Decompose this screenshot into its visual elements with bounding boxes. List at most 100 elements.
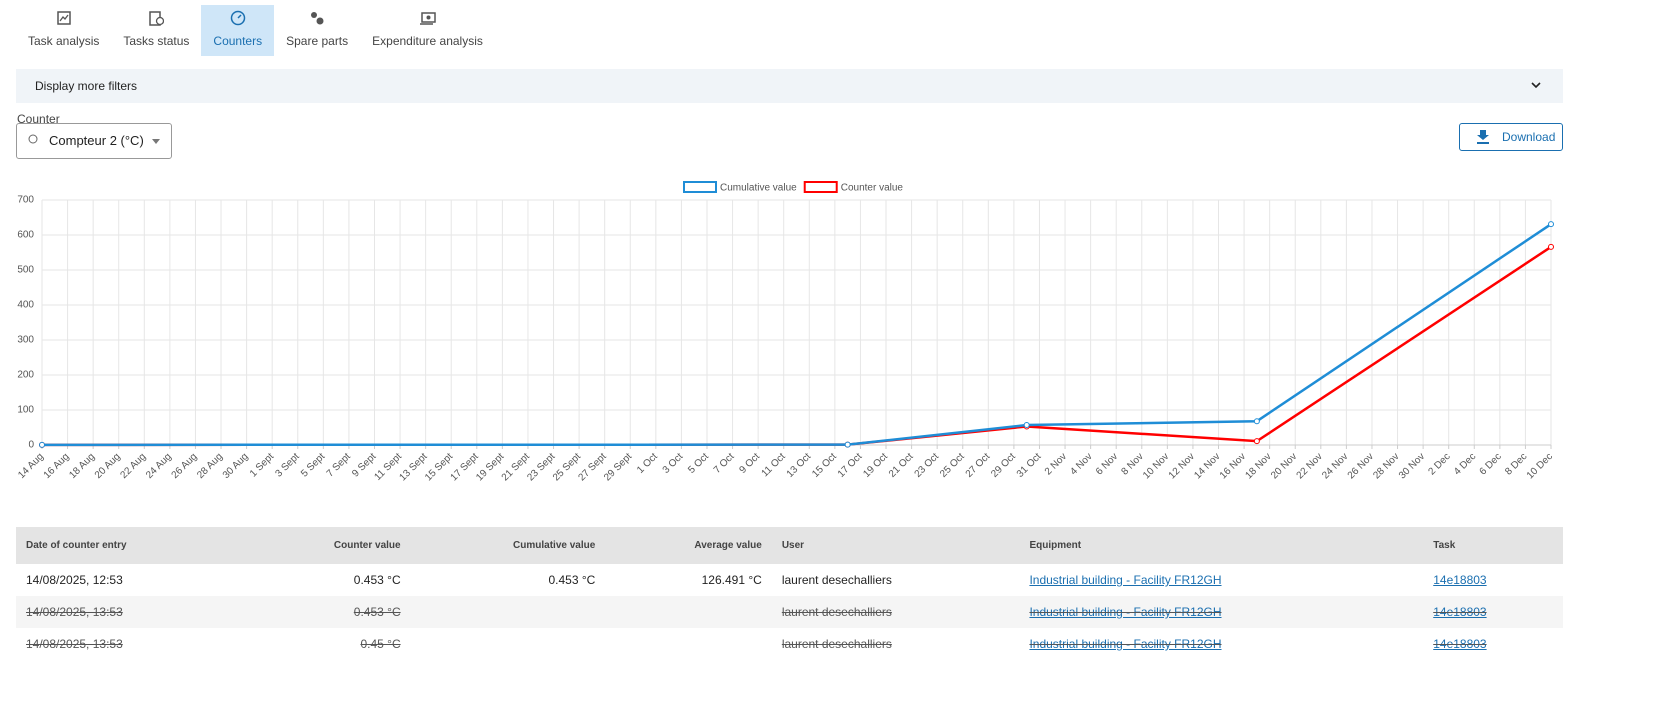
- x-tick-label: 19 Oct: [861, 451, 890, 480]
- link[interactable]: 14e18803: [1433, 605, 1487, 619]
- x-tick-label: 18 Nov: [1243, 451, 1273, 481]
- filters-bar[interactable]: Display more filters: [16, 69, 1563, 103]
- x-tick-label: 30 Nov: [1397, 451, 1427, 481]
- x-tick-label: 31 Oct: [1015, 451, 1044, 480]
- x-tick-label: 6 Dec: [1478, 451, 1504, 477]
- x-tick-label: 25 Oct: [938, 451, 967, 480]
- download-label: Download: [1502, 130, 1556, 144]
- x-tick-label: 10 Dec: [1525, 451, 1555, 481]
- tab[interactable]: Spare parts: [274, 5, 360, 56]
- x-tick-label: 20 Nov: [1269, 451, 1299, 481]
- table-cell: 14e18803: [1423, 628, 1563, 660]
- x-tick-label: 14 Aug: [16, 451, 46, 481]
- icon: [28, 134, 38, 144]
- x-tick-label: 16 Nov: [1218, 451, 1248, 481]
- y-tick-label: 300: [17, 335, 34, 346]
- table-cell: laurent desechalliers: [771, 596, 1020, 628]
- table-cell: 0.453 °C: [245, 596, 411, 628]
- x-tick-label: 5 Oct: [686, 451, 711, 476]
- x-tick-label: 18 Aug: [67, 451, 97, 481]
- download-button[interactable]: Download: [1459, 123, 1563, 151]
- x-tick-label: 3 Oct: [661, 451, 686, 476]
- link[interactable]: Industrial building - Facility FR12GH: [1029, 573, 1222, 587]
- caret: [152, 139, 160, 144]
- x-tick-label: 30 Aug: [221, 451, 251, 481]
- y-tick-label: 400: [17, 300, 34, 311]
- filters-label: Display more filters: [35, 79, 138, 93]
- x-tick-label: 3 Sept: [274, 451, 302, 479]
- tab[interactable]: Counters: [201, 5, 275, 56]
- point: [1548, 221, 1554, 228]
- x-tick-label: 24 Nov: [1320, 451, 1350, 481]
- chevron: [1531, 82, 1541, 89]
- counter-select[interactable]: Compteur 2 (°C): [16, 123, 172, 159]
- x-tick-label: 26 Nov: [1346, 451, 1376, 481]
- x-tick-label: 12 Nov: [1167, 451, 1197, 481]
- icon: [230, 10, 245, 26]
- tabs: Task analysis Tasks status Counters Spar…: [16, 5, 495, 56]
- x-tick-label: 6 Nov: [1094, 451, 1120, 477]
- table-cell: 14/08/2025, 12:53: [26, 573, 123, 587]
- point: [844, 441, 851, 448]
- tab[interactable]: Expenditure analysis: [360, 5, 495, 56]
- x-tick-label: 23 Oct: [913, 451, 942, 480]
- y-tick-label: 700: [17, 195, 34, 206]
- column-header: Date of counter entry: [16, 527, 246, 564]
- series-line: [41, 223, 1552, 447]
- y-tick-label: 500: [17, 265, 34, 276]
- x-tick-label: 2 Dec: [1426, 451, 1452, 477]
- x-tick-label: 16 Aug: [42, 451, 72, 481]
- tab[interactable]: Tasks status: [111, 5, 201, 56]
- x-tick-label: 11 Oct: [760, 451, 788, 479]
- x-tick-label: 27 Oct: [964, 451, 993, 480]
- link[interactable]: Industrial building - Facility FR12GH: [1029, 637, 1222, 651]
- x-tick-label: 22 Aug: [118, 451, 148, 481]
- x-tick-label: 10 Nov: [1141, 451, 1171, 481]
- tab[interactable]: Task analysis: [16, 5, 111, 56]
- x-tick-label: 24 Aug: [144, 451, 174, 481]
- x-tick-label: 15 Oct: [810, 451, 839, 480]
- table-cell: laurent desechalliers: [781, 637, 892, 651]
- y-tick-label: 200: [17, 370, 34, 381]
- column-header: Task: [1423, 527, 1563, 564]
- link[interactable]: 14e18803: [1433, 637, 1487, 651]
- y-tick-label: 600: [17, 230, 34, 241]
- x-tick-label: 26 Aug: [170, 451, 200, 481]
- table-cell: 14e18803: [1423, 596, 1563, 628]
- legend-label: Counter value: [841, 183, 904, 194]
- icon: [56, 11, 71, 25]
- x-tick-label: 1 Sept: [248, 451, 276, 479]
- x-tick-label: 7 Sept: [325, 451, 353, 479]
- series-line: [41, 245, 1552, 447]
- table-cell: 14/08/2025, 13:53: [16, 596, 246, 628]
- icon: [419, 12, 436, 25]
- column-header: Counter value: [245, 527, 411, 564]
- x-tick-label: 29 Oct: [989, 451, 1018, 480]
- column-header: Average value: [605, 527, 772, 564]
- table-cell: 126.491 °C: [701, 573, 762, 587]
- point: [1253, 438, 1260, 445]
- table-row: 14/08/2025, 12:53 0.453 °C 0.453 °C 126.491…: [16, 564, 1563, 596]
- link[interactable]: 14e18803: [1433, 573, 1487, 587]
- table-cell: Industrial building - Facility FR12GH: [1019, 628, 1423, 660]
- x-tick-label: 20 Aug: [93, 451, 123, 481]
- x-tick-label: 13 Oct: [785, 451, 814, 480]
- icon: [149, 11, 165, 26]
- table-row: 14/08/2025, 13:53 0.45 °C laurent desechal…: [16, 628, 1563, 660]
- entries-table: Date of counter entry Counter value Cumula…: [16, 527, 1563, 660]
- x-tick-label: 28 Aug: [195, 451, 225, 481]
- table-cell: 14/08/2025, 13:53: [26, 637, 123, 651]
- selected-counter: Compteur 2 (°C): [49, 133, 144, 148]
- link[interactable]: Industrial building - Facility FR12GH: [1029, 605, 1222, 619]
- table-cell: 14e18803: [1423, 564, 1563, 596]
- x-tick-label: 22 Nov: [1295, 451, 1325, 481]
- x-tick-label: 4 Dec: [1452, 451, 1478, 477]
- y-tick-label: 100: [17, 405, 34, 416]
- x-tick-label: 29 Sept: [602, 451, 634, 483]
- x-tick-label: 17 Oct: [836, 451, 865, 480]
- point: [1548, 243, 1554, 250]
- point: [1253, 418, 1260, 425]
- icon: [311, 12, 324, 25]
- x-tick-label: 9 Oct: [737, 451, 762, 476]
